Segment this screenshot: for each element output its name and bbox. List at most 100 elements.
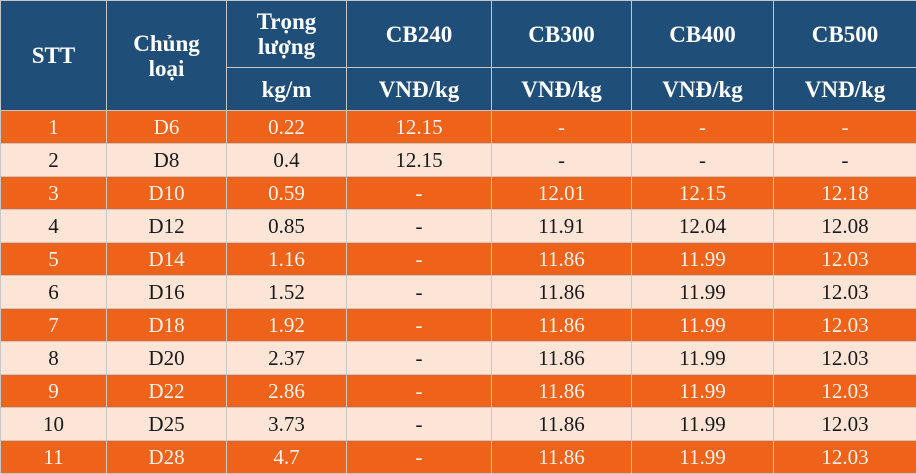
cell-weight: 3.73 (226, 407, 347, 441)
header-type-line1: Chủng (133, 30, 200, 56)
cell-cb240: 12.15 (346, 143, 492, 177)
table-row: 3 D10 0.59-12.01 12.15 12.18 (0, 176, 916, 210)
table-row: 2 D8 0.4 12.15- - - (0, 143, 916, 177)
cell-cb240: - (346, 308, 492, 342)
cell-cb500: 12.03 (773, 407, 916, 441)
table-body: 1 D6 0.22 12.15- - -2 D8 0.4 12.15- - -3 D10 0.59-12… (0, 110, 916, 474)
header-type: Chủng loại (106, 0, 227, 111)
cell-type: D14 (106, 242, 227, 276)
cell-cb400: - (631, 143, 774, 177)
table-row: 11 D28 4.7-11.86 11.99 12.03 (0, 440, 916, 474)
cell-cb240: - (346, 407, 492, 441)
cell-cb300: - (491, 143, 632, 177)
cell-type: D22 (106, 374, 227, 408)
table-row: 4 D12 0.85-11.91 12.04 12.08 (0, 209, 916, 243)
cell-cb400: 11.99 (631, 242, 774, 276)
cell-weight: 2.37 (226, 341, 347, 375)
cell-cb400: 11.99 (631, 341, 774, 375)
cell-cb300: 11.86 (491, 308, 632, 342)
table-row: 1 D6 0.22 12.15- - - (0, 110, 916, 144)
table-row: 6 D16 1.52-11.86 11.99 12.03 (0, 275, 916, 309)
header-stt: STT (0, 0, 107, 111)
cell-cb400: 11.99 (631, 440, 774, 474)
cell-cb300: 11.86 (491, 242, 632, 276)
cell-cb300: 11.86 (491, 407, 632, 441)
cell-cb500: 12.03 (773, 440, 916, 474)
cell-cb240: - (346, 440, 492, 474)
cell-cb240: - (346, 341, 492, 375)
cell-cb400: - (631, 110, 774, 144)
cell-type: D6 (106, 110, 227, 144)
cell-cb300: 11.86 (491, 440, 632, 474)
cell-type: D16 (106, 275, 227, 309)
table-header: STT Chủng loại Trọng lượng CB240 CB300 C… (0, 0, 916, 111)
cell-cb400: 11.99 (631, 407, 774, 441)
table-row: 9 D22 2.86-11.86 11.99 12.03 (0, 374, 916, 408)
cell-cb300: 12.01 (491, 176, 632, 210)
header-row-units: kg/m VNĐ/kg VNĐ/kg VNĐ/kg VNĐ/kg (1, 67, 916, 111)
table-row: 5 D14 1.16-11.86 11.99 12.03 (0, 242, 916, 276)
cell-cb500: 12.03 (773, 308, 916, 342)
header-price-unit-cb300: VNĐ/kg (491, 67, 632, 111)
cell-cb400: 12.15 (631, 176, 774, 210)
cell-stt: 11 (0, 440, 107, 474)
cell-cb500: - (773, 143, 916, 177)
cell-cb400: 12.04 (631, 209, 774, 243)
cell-stt: 10 (0, 407, 107, 441)
cell-cb300: - (491, 110, 632, 144)
cell-weight: 1.92 (226, 308, 347, 342)
cell-weight: 0.22 (226, 110, 347, 144)
header-price-unit-cb500: VNĐ/kg (773, 67, 916, 111)
cell-stt: 1 (0, 110, 107, 144)
cell-stt: 6 (0, 275, 107, 309)
cell-weight: 2.86 (226, 374, 347, 408)
cell-type: D10 (106, 176, 227, 210)
cell-weight: 1.52 (226, 275, 347, 309)
cell-weight: 0.4 (226, 143, 347, 177)
cell-cb500: 12.03 (773, 242, 916, 276)
cell-cb400: 11.99 (631, 308, 774, 342)
cell-weight: 4.7 (226, 440, 347, 474)
header-type-line2: loại (148, 55, 185, 81)
table-row: 8 D20 2.37-11.86 11.99 12.03 (0, 341, 916, 375)
header-weight: Trọng lượng (226, 0, 347, 68)
cell-weight: 0.59 (226, 176, 347, 210)
cell-cb500: 12.03 (773, 341, 916, 375)
header-weight-line1: Trọng (256, 9, 317, 34)
table-row: 7 D18 1.92-11.86 11.99 12.03 (0, 308, 916, 342)
cell-cb400: 11.99 (631, 374, 774, 408)
cell-cb240: - (346, 275, 492, 309)
cell-cb300: 11.86 (491, 275, 632, 309)
cell-cb500: - (773, 110, 916, 144)
cell-type: D18 (106, 308, 227, 342)
cell-cb400: 11.99 (631, 275, 774, 309)
cell-cb500: 12.18 (773, 176, 916, 210)
cell-cb300: 11.86 (491, 374, 632, 408)
cell-cb240: 12.15 (346, 110, 492, 144)
cell-weight: 0.85 (226, 209, 347, 243)
cell-cb240: - (346, 374, 492, 408)
header-row-top: STT Chủng loại Trọng lượng CB240 CB300 C… (0, 0, 916, 111)
cell-cb500: 12.03 (773, 374, 916, 408)
cell-stt: 5 (0, 242, 107, 276)
cell-stt: 2 (0, 143, 107, 177)
table-row: 10 D25 3.73-11.86 11.99 12.03 (0, 407, 916, 441)
cell-cb240: - (346, 209, 492, 243)
cell-stt: 3 (0, 176, 107, 210)
cell-weight: 1.16 (226, 242, 347, 276)
cell-stt: 8 (0, 341, 107, 375)
cell-type: D28 (106, 440, 227, 474)
cell-cb300: 11.91 (491, 209, 632, 243)
cell-cb240: - (346, 242, 492, 276)
cell-type: D12 (106, 209, 227, 243)
header-weight-line2: lượng (257, 34, 316, 59)
header-price-unit-cb400: VNĐ/kg (631, 67, 774, 111)
cell-type: D8 (106, 143, 227, 177)
cell-stt: 7 (0, 308, 107, 342)
header-grade-cb500: CB500 (773, 0, 916, 68)
cell-stt: 4 (0, 209, 107, 243)
cell-stt: 9 (0, 374, 107, 408)
header-weight-unit: kg/m (226, 67, 347, 111)
header-price-unit-cb240: VNĐ/kg (346, 67, 492, 111)
